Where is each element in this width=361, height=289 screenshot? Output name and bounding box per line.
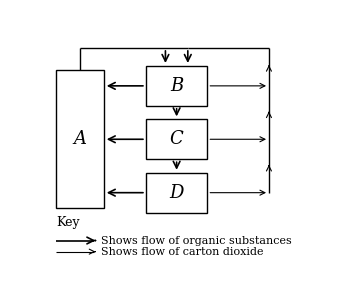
- FancyBboxPatch shape: [146, 173, 207, 213]
- Text: Shows flow of organic substances: Shows flow of organic substances: [101, 236, 292, 246]
- Text: Shows flow of carton dioxide: Shows flow of carton dioxide: [101, 247, 264, 257]
- FancyBboxPatch shape: [56, 70, 104, 208]
- Text: Key: Key: [56, 216, 80, 229]
- Text: D: D: [169, 184, 184, 202]
- Text: B: B: [170, 77, 183, 95]
- Text: A: A: [74, 130, 87, 148]
- FancyBboxPatch shape: [146, 66, 207, 106]
- FancyBboxPatch shape: [146, 119, 207, 159]
- Text: C: C: [170, 130, 183, 148]
